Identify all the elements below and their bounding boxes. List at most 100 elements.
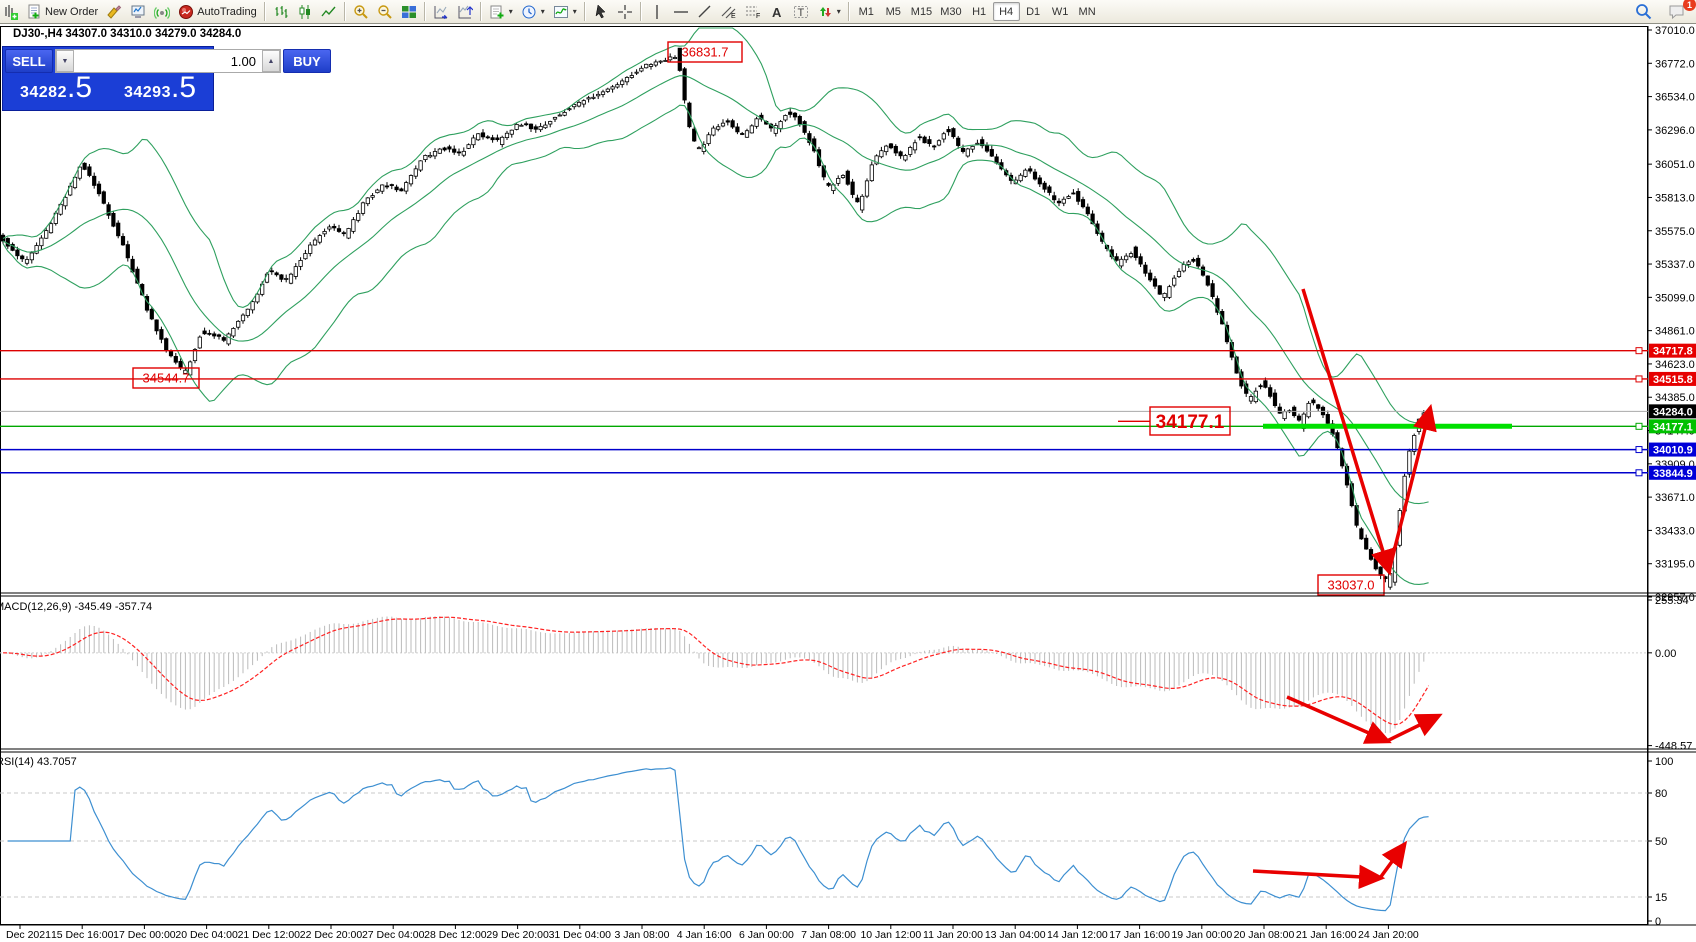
timeframe-W1[interactable]: W1 bbox=[1051, 5, 1069, 18]
level-line-34177.1[interactable] bbox=[0, 422, 1648, 430]
text-icon[interactable]: A bbox=[765, 2, 789, 21]
level-line-34515.8[interactable] bbox=[0, 375, 1648, 383]
tile-windows-icon bbox=[401, 4, 417, 20]
cursor-icon[interactable] bbox=[589, 2, 613, 21]
annotation-33037.0[interactable]: 33037.0 bbox=[1317, 574, 1385, 596]
chart-frame bbox=[0, 26, 1648, 925]
new-template-icon[interactable]: ▾ bbox=[485, 2, 517, 21]
timeframe-M5[interactable]: M5 bbox=[885, 5, 901, 18]
svg-text:7 Jan 08:00: 7 Jan 08:00 bbox=[801, 929, 856, 941]
rsi-pane: 100 80 50 15 0 bbox=[0, 753, 1673, 928]
auto-scroll-icon[interactable] bbox=[429, 2, 453, 21]
bar-chart-icon[interactable] bbox=[269, 2, 293, 21]
svg-text:15 Dec 16:00: 15 Dec 16:00 bbox=[51, 929, 114, 941]
fibonacci-icon[interactable]: F bbox=[741, 2, 765, 21]
buy-price-main: 34293 bbox=[123, 84, 171, 101]
strategy-tester-icon[interactable] bbox=[126, 2, 150, 21]
trend-arrow[interactable] bbox=[1286, 695, 1392, 744]
annotation-34177.1[interactable]: 34177.1 bbox=[1149, 406, 1231, 436]
zoom-in-icon bbox=[353, 4, 369, 20]
level-line-33844.9[interactable] bbox=[0, 469, 1648, 477]
price-tag-34515.8: 34515.8 bbox=[1649, 371, 1696, 386]
svg-text:17 Jan 16:00: 17 Jan 16:00 bbox=[1109, 929, 1170, 941]
buy-price[interactable]: 34293.5 bbox=[109, 71, 211, 108]
signals-icon bbox=[154, 4, 171, 20]
timeframe-H1[interactable]: H1 bbox=[972, 5, 987, 18]
notifications-icon[interactable]: 1 bbox=[1664, 0, 1696, 21]
autotrading-button[interactable]: AutoTrading bbox=[174, 2, 261, 21]
level-line-34717.8[interactable] bbox=[0, 347, 1648, 355]
chart-shift-icon[interactable] bbox=[453, 2, 477, 21]
trend-arrow[interactable] bbox=[1387, 403, 1437, 572]
signals-icon[interactable] bbox=[150, 2, 174, 21]
svg-text:6 Jan 00:00: 6 Jan 00:00 bbox=[739, 929, 794, 941]
svg-text:-448.57: -448.57 bbox=[1655, 741, 1692, 753]
chevron-down-icon: ▾ bbox=[540, 7, 545, 16]
chart-plus-icon[interactable] bbox=[0, 2, 22, 21]
metaeditor-icon[interactable] bbox=[102, 2, 126, 21]
line-chart-icon[interactable] bbox=[317, 2, 341, 21]
svg-text:3 Jan 08:00: 3 Jan 08:00 bbox=[615, 929, 670, 941]
sell-button[interactable]: SELL bbox=[5, 49, 53, 73]
one-click-trading-panel: SELL ▼ ▲ BUY 34282.5 34293.5 bbox=[2, 46, 331, 111]
svg-text:28 Dec 12:00: 28 Dec 12:00 bbox=[424, 929, 487, 941]
timeframe-MN[interactable]: MN bbox=[1078, 5, 1096, 18]
toolbar-separator bbox=[343, 2, 346, 21]
zoom-in-icon[interactable] bbox=[349, 2, 373, 21]
svg-text:Dec 2021: Dec 2021 bbox=[6, 929, 51, 941]
trend-arrow[interactable] bbox=[1386, 713, 1443, 743]
candlestick-chart-icon bbox=[297, 4, 313, 20]
buy-price-decimal: .5 bbox=[170, 71, 197, 104]
volume-down-button[interactable]: ▼ bbox=[56, 50, 74, 72]
trend-arrow[interactable] bbox=[1378, 840, 1408, 880]
svg-text:34010.9: 34010.9 bbox=[1653, 445, 1693, 457]
timeframe-M30[interactable]: M30 bbox=[940, 5, 962, 18]
indicators-icon[interactable]: ▾ bbox=[549, 2, 581, 21]
volume-input[interactable] bbox=[74, 50, 262, 72]
new-order-button[interactable]: New Order bbox=[22, 2, 102, 21]
tile-windows-icon[interactable] bbox=[397, 2, 421, 21]
annotation-34544.7[interactable]: 34544.7 bbox=[132, 367, 200, 389]
chart-canvas[interactable]: 37010.0 36772.0 36534.0 36296.0 36051.0 35813… bbox=[0, 24, 1696, 942]
vertical-line-icon[interactable] bbox=[645, 2, 669, 21]
volume-up-button[interactable]: ▲ bbox=[262, 50, 280, 72]
annotation-36831.7[interactable]: 36831.7 bbox=[667, 41, 743, 63]
svg-text:34177.1: 34177.1 bbox=[1156, 412, 1225, 433]
channel-icon[interactable]: E bbox=[717, 2, 741, 21]
svg-text:36772.0: 36772.0 bbox=[1655, 58, 1695, 70]
crosshair-icon[interactable] bbox=[613, 2, 637, 21]
channel-icon: E bbox=[721, 4, 737, 20]
price-tag-34717.8: 34717.8 bbox=[1649, 343, 1696, 358]
bollinger-bands bbox=[2, 27, 1429, 585]
new-order-icon bbox=[26, 4, 42, 20]
trendline-icon[interactable] bbox=[693, 2, 717, 21]
trend-arrow[interactable] bbox=[1252, 864, 1386, 890]
timeframe-D1[interactable]: D1 bbox=[1026, 5, 1041, 18]
toolbar-separator bbox=[639, 2, 642, 21]
level-line-34010.9[interactable] bbox=[0, 446, 1648, 454]
sell-price[interactable]: 34282.5 bbox=[5, 71, 107, 108]
svg-text:22 Dec 20:00: 22 Dec 20:00 bbox=[300, 929, 363, 941]
zoom-out-icon[interactable] bbox=[373, 2, 397, 21]
autotrading-icon bbox=[178, 4, 194, 20]
sell-price-decimal: .5 bbox=[66, 71, 93, 104]
arrows-icon[interactable]: ▾ bbox=[813, 2, 845, 21]
macd-label: MACD(12,26,9) -345.49 -357.74 bbox=[0, 601, 152, 613]
svg-text:29 Dec 20:00: 29 Dec 20:00 bbox=[486, 929, 549, 941]
candlestick-chart-icon[interactable] bbox=[293, 2, 317, 21]
period-icon[interactable]: ▾ bbox=[517, 2, 549, 21]
timeframe-M1[interactable]: M1 bbox=[858, 5, 874, 18]
svg-text:35099.0: 35099.0 bbox=[1655, 292, 1695, 304]
timeframe-H4[interactable]: H4 bbox=[992, 2, 1020, 21]
trend-arrow[interactable] bbox=[1301, 288, 1395, 577]
svg-text:4 Jan 16:00: 4 Jan 16:00 bbox=[677, 929, 732, 941]
svg-text:34385.0: 34385.0 bbox=[1655, 392, 1695, 404]
buy-button[interactable]: BUY bbox=[283, 49, 331, 73]
svg-text:F: F bbox=[756, 13, 760, 20]
auto-scroll-icon bbox=[433, 4, 449, 20]
search-icon[interactable] bbox=[1631, 2, 1656, 21]
timeframe-M15[interactable]: M15 bbox=[910, 5, 933, 18]
svg-text:0.00: 0.00 bbox=[1655, 648, 1676, 660]
text-label-icon[interactable]: T bbox=[789, 2, 813, 21]
horizontal-line-icon[interactable] bbox=[669, 2, 693, 21]
